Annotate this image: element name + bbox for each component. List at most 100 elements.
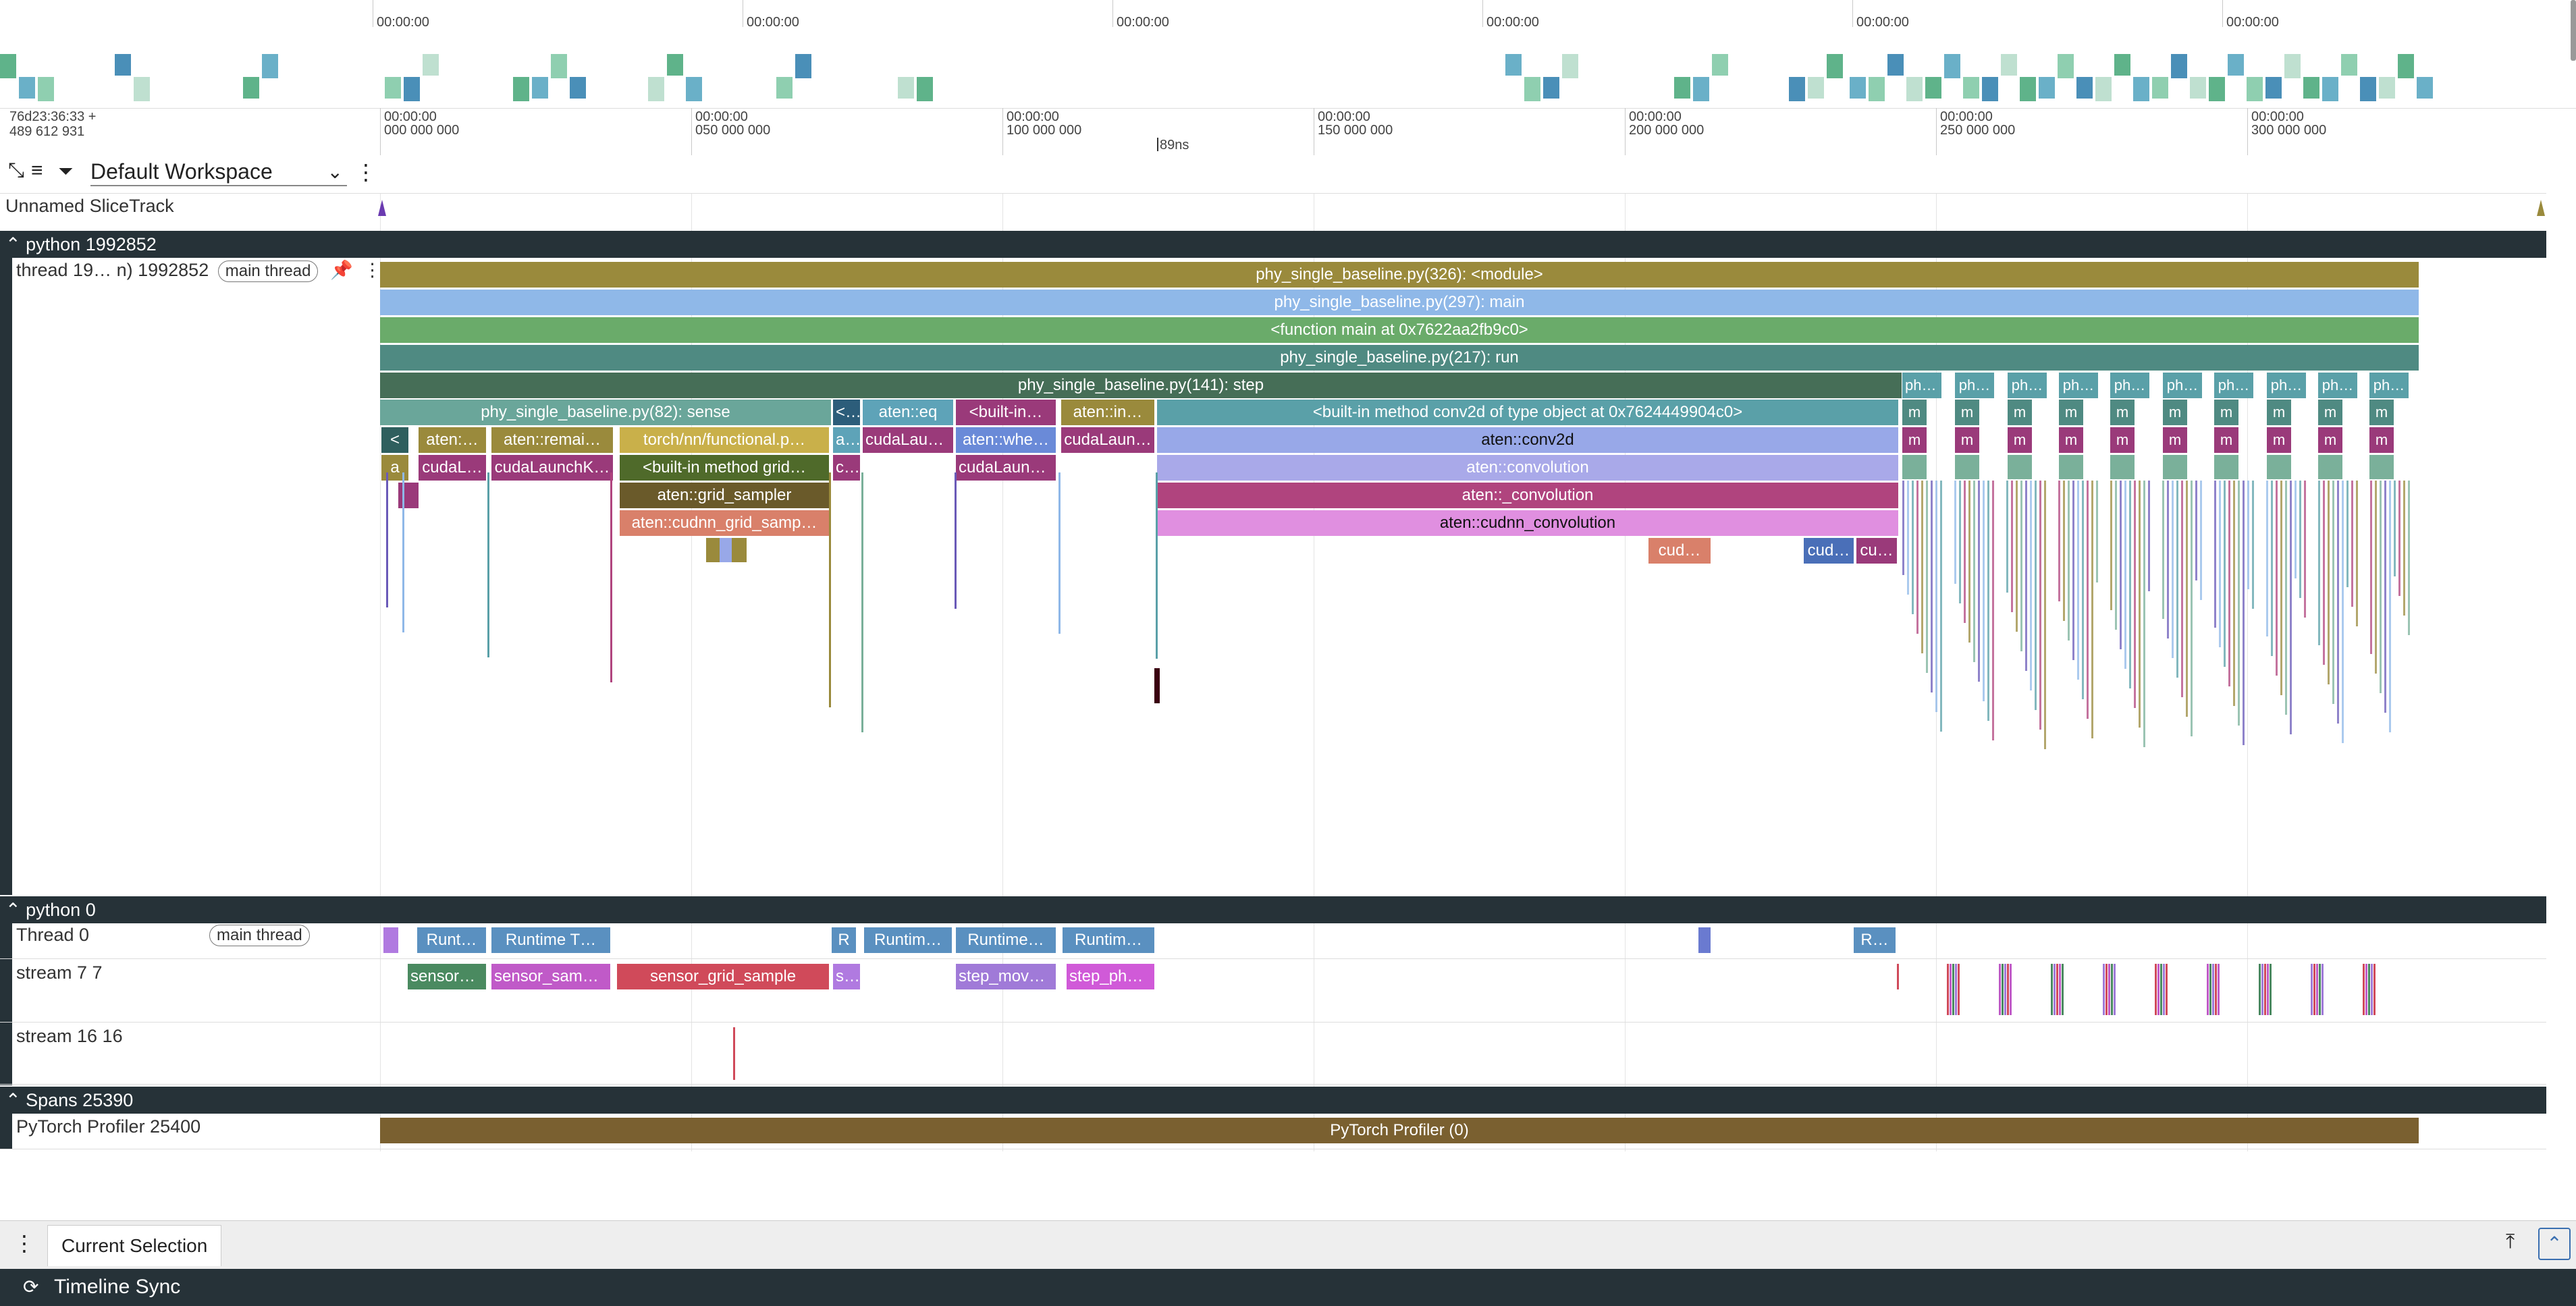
- slice[interactable]: aten::conv2d: [1157, 427, 1898, 453]
- slice-marker[interactable]: [2537, 200, 2545, 216]
- call-spike[interactable]: [2380, 481, 2382, 693]
- slice[interactable]: aten::whe…: [956, 427, 1056, 453]
- more-vert-icon[interactable]: ⋮: [14, 1231, 35, 1255]
- call-spike[interactable]: [2082, 481, 2084, 699]
- call-spike[interactable]: [2243, 481, 2245, 745]
- call-spike[interactable]: [2304, 481, 2306, 618]
- slice[interactable]: phy_single_baseline.py(82): sense: [380, 400, 831, 425]
- call-spike[interactable]: [2068, 481, 2070, 641]
- slice[interactable]: m: [2318, 427, 2342, 453]
- kernel-slice[interactable]: [2371, 964, 2373, 1015]
- kernel-slice[interactable]: [2270, 964, 2272, 1015]
- slice[interactable]: sensor_samp…: [491, 964, 610, 989]
- call-spike[interactable]: [2276, 481, 2278, 676]
- small-slice[interactable]: [2214, 455, 2238, 479]
- call-spike[interactable]: [1954, 481, 1956, 584]
- slice[interactable]: phy_single_baseline.py(141): step: [380, 373, 1902, 398]
- call-spike[interactable]: [2011, 481, 2013, 612]
- call-spike[interactable]: [2214, 481, 2216, 628]
- slice[interactable]: c…: [833, 455, 860, 481]
- call-spike[interactable]: [2110, 481, 2112, 610]
- call-spike[interactable]: [487, 472, 489, 657]
- call-spike[interactable]: [2323, 481, 2325, 665]
- kernel-slice[interactable]: [2267, 964, 2269, 1015]
- kernel-slice[interactable]: [2316, 964, 2318, 1015]
- small-slice[interactable]: [2008, 455, 2032, 479]
- kernel-slice[interactable]: [2054, 964, 2056, 1015]
- call-spike[interactable]: [2096, 481, 2098, 582]
- call-spike[interactable]: [2077, 481, 2079, 680]
- slice[interactable]: m: [2369, 400, 2394, 425]
- slice[interactable]: phy…: [1902, 373, 1941, 398]
- small-slice[interactable]: [2059, 455, 2083, 479]
- call-spike[interactable]: [2370, 481, 2372, 654]
- slice[interactable]: step_movem…: [956, 964, 1056, 989]
- kernel-slice[interactable]: [2365, 964, 2367, 1015]
- call-spike[interactable]: [2025, 481, 2027, 671]
- call-spike[interactable]: [2398, 481, 2400, 596]
- slice[interactable]: m: [2214, 427, 2238, 453]
- slice[interactable]: phy_single_baseline.py(326): <module>: [380, 262, 2419, 288]
- slice[interactable]: m: [1955, 400, 1979, 425]
- call-spike[interactable]: [2124, 481, 2126, 669]
- slice[interactable]: Runtim…: [864, 927, 952, 953]
- slice[interactable]: aten::_convolution: [1157, 483, 1898, 508]
- call-spike[interactable]: [2176, 481, 2178, 678]
- kernel-slice[interactable]: [2215, 964, 2217, 1015]
- slice[interactable]: cudaLaunchK…: [491, 455, 613, 481]
- call-spike[interactable]: [1978, 481, 1980, 682]
- small-slice[interactable]: [2369, 455, 2394, 479]
- slice[interactable]: m: [1955, 427, 1979, 453]
- slice[interactable]: ph…: [2267, 373, 2306, 398]
- call-spike[interactable]: [1921, 481, 1923, 653]
- call-spike[interactable]: [2375, 481, 2377, 674]
- call-spike[interactable]: [1902, 481, 1904, 575]
- kernel-slice[interactable]: [2103, 964, 2105, 1015]
- slice[interactable]: phy_single_baseline.py(297): main: [380, 290, 2419, 315]
- kernel-slice[interactable]: [2261, 964, 2263, 1015]
- kernel-slice[interactable]: [2218, 964, 2220, 1015]
- kernel-slice[interactable]: [1950, 964, 1952, 1015]
- slice[interactable]: ph…: [2110, 373, 2149, 398]
- call-spike[interactable]: [2228, 481, 2230, 686]
- call-spike[interactable]: [2200, 481, 2202, 600]
- call-spike[interactable]: [829, 472, 831, 707]
- call-spike[interactable]: [2394, 481, 2396, 576]
- kernel-slice[interactable]: [2105, 964, 2108, 1015]
- call-spike[interactable]: [1983, 481, 1985, 701]
- kernel-slice[interactable]: [2368, 964, 2370, 1015]
- pin-icon[interactable]: 📌: [330, 260, 353, 280]
- slice[interactable]: cudaL…: [419, 455, 486, 481]
- slice[interactable]: ph…: [2059, 373, 2098, 398]
- call-spike[interactable]: [1912, 481, 1914, 614]
- slice[interactable]: a: [381, 455, 408, 481]
- slice[interactable]: m: [2110, 427, 2135, 453]
- call-spike[interactable]: [2389, 481, 2391, 732]
- sync-icon[interactable]: ⟳: [23, 1276, 39, 1297]
- slice[interactable]: <…: [833, 400, 860, 425]
- kernel-slice[interactable]: [2004, 964, 2006, 1015]
- call-spike[interactable]: [1987, 481, 1989, 721]
- call-spike[interactable]: [2271, 481, 2273, 656]
- slice[interactable]: aten:…: [419, 427, 486, 453]
- slice[interactable]: m: [2059, 400, 2083, 425]
- slice[interactable]: cudaLaun…: [1061, 427, 1154, 453]
- slice[interactable]: m: [2267, 400, 2291, 425]
- slice[interactable]: aten::cudnn_convolution: [1157, 510, 1898, 536]
- call-spike[interactable]: [861, 472, 863, 732]
- slice[interactable]: <built-in method grid…: [620, 455, 829, 481]
- call-spike[interactable]: [1926, 481, 1928, 673]
- section-spans[interactable]: ⌃ Spans 25390: [0, 1087, 2546, 1114]
- small-slice[interactable]: [720, 538, 732, 562]
- kernel-slice[interactable]: [2207, 964, 2209, 1015]
- slice[interactable]: ph…: [2214, 373, 2253, 398]
- chevron-up-icon[interactable]: ⌃: [5, 900, 26, 920]
- call-spike[interactable]: [2044, 481, 2046, 749]
- kernel-slice[interactable]: [2166, 964, 2168, 1015]
- kernel-slice[interactable]: [2319, 964, 2321, 1015]
- call-spike[interactable]: [2087, 481, 2089, 719]
- call-spike[interactable]: [2167, 481, 2169, 638]
- call-spike[interactable]: [1959, 481, 1961, 603]
- kernel-slice[interactable]: [1947, 964, 1949, 1015]
- chevron-up-icon[interactable]: ⌃: [5, 234, 26, 254]
